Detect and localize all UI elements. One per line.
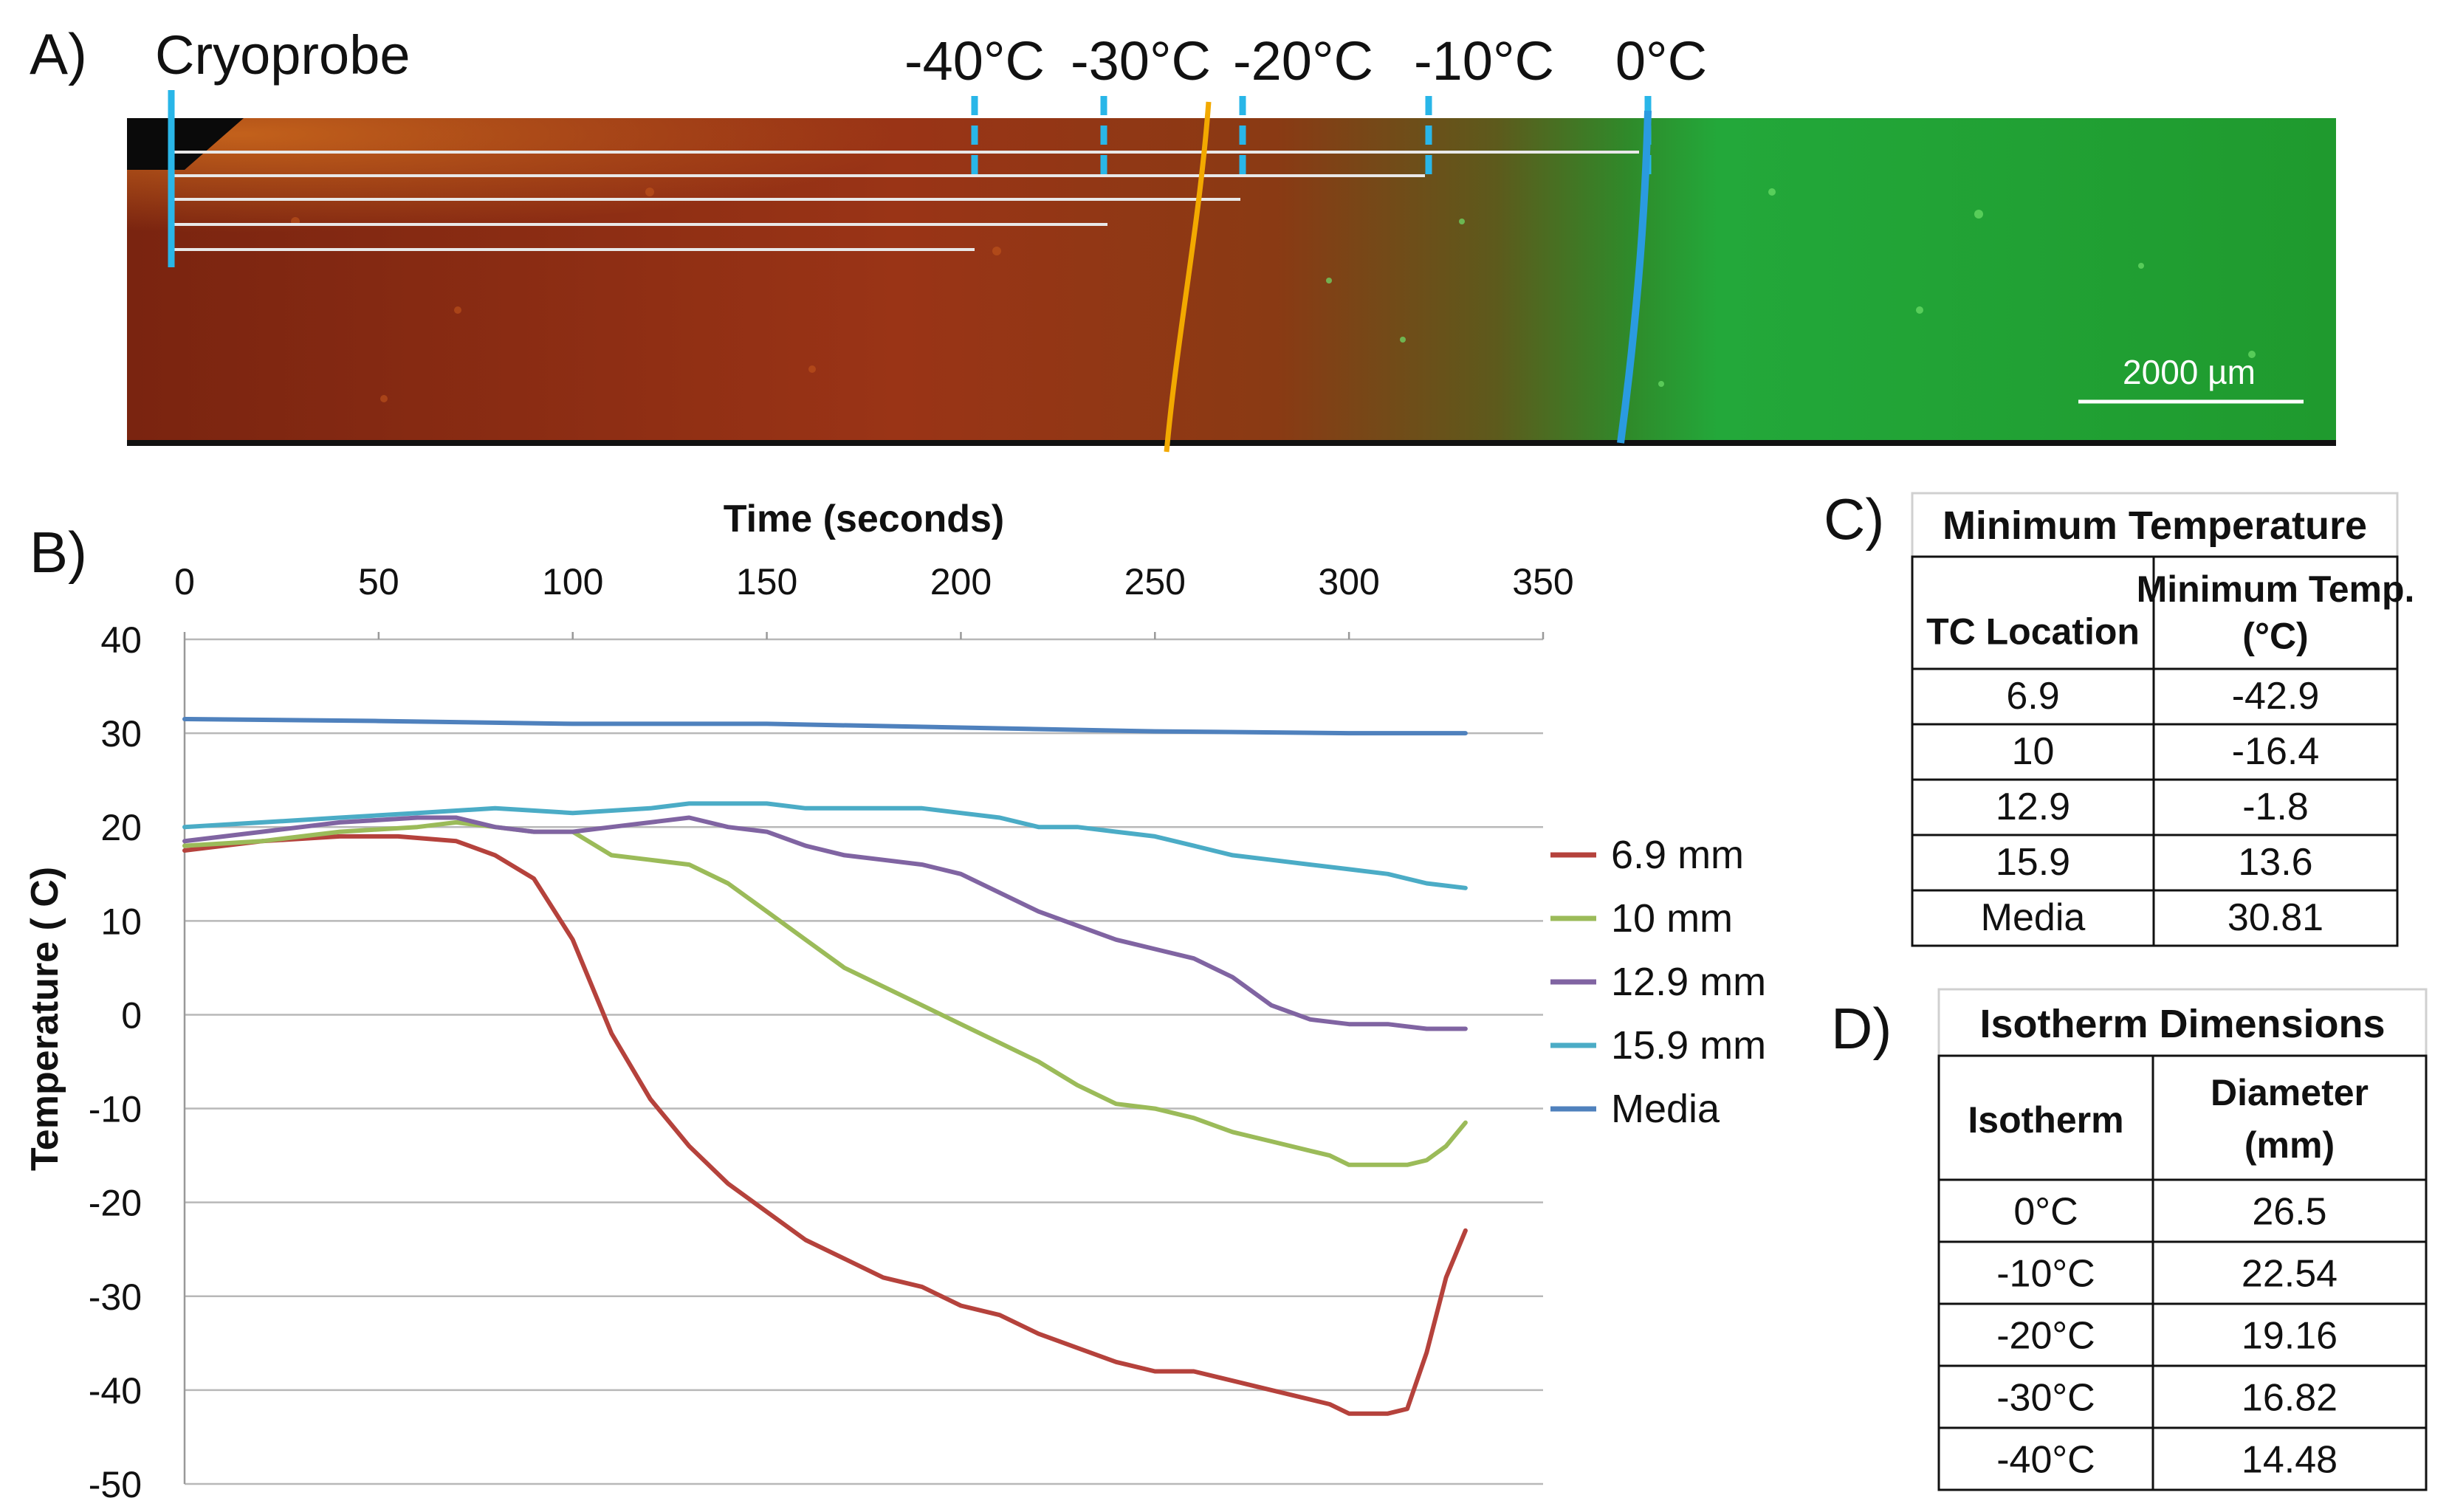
legend: 6.9 mm 10 mm 12.9 mm 15.9 mm Media [1550, 833, 1766, 1131]
series-line [182, 815, 1468, 1031]
table-cell: 12.9 [1996, 786, 2070, 828]
panel-c-label: C) [1824, 487, 1884, 551]
table-cell: 30.81 [2228, 896, 2323, 939]
legend-label: 15.9 mm [1611, 1023, 1766, 1068]
series-line [182, 801, 1468, 890]
table-cell: 14.48 [2242, 1438, 2338, 1481]
y-tick-label: 40 [100, 619, 142, 661]
y-tick-label: -10 [89, 1089, 142, 1130]
panel-a: A) Cryoprobe -40°C -30°C -20°C -10°C 0°C [30, 21, 2336, 453]
isotherm-label-0: 0°C [1615, 30, 1707, 92]
table-cell: 0°C [2013, 1190, 2078, 1233]
table-title: Minimum Temperature [1943, 504, 2367, 548]
y-tick-label: -50 [89, 1464, 142, 1505]
table-header: Minimum Temp. (°C) [2137, 568, 2415, 657]
table-cell: Media [1981, 896, 2086, 939]
panel-a-label: A) [30, 21, 87, 86]
table-header: Diameter (mm) [2211, 1072, 2369, 1166]
isotherm-label-minus30: -30°C [1071, 30, 1211, 92]
x-axis-title: Time (seconds) [724, 498, 1004, 540]
x-tick-label: 350 [1512, 561, 1573, 602]
freeze-front-blue [1617, 110, 1652, 444]
isotherm-table: Isotherm Dimensions Isotherm Diameter (mm) 0… [1937, 988, 2428, 1491]
table-cell: -40°C [1996, 1438, 2095, 1481]
x-tick-label: 300 [1318, 561, 1379, 602]
cryoprobe-label: Cryoprobe [155, 24, 411, 86]
table-cell: -30°C [1996, 1376, 2095, 1419]
isotherm-label-minus10: -10°C [1414, 30, 1554, 92]
legend-label: 10 mm [1611, 896, 1733, 941]
table-header: TC Location [1926, 611, 2140, 653]
table-cell: 22.54 [2242, 1252, 2338, 1295]
x-tick-label: 250 [1124, 561, 1186, 602]
series-line [182, 819, 1468, 1167]
y-tick-label: 10 [100, 901, 142, 942]
panel-b-label: B) [30, 520, 87, 585]
table-title: Isotherm Dimensions [1979, 1002, 2385, 1046]
y-tick-label: 0 [121, 994, 142, 1036]
table-frame [1937, 988, 2428, 1491]
y-axis-title: Temperature ( C) [24, 867, 66, 1171]
legend-label: 12.9 mm [1611, 960, 1766, 1004]
y-tick-label: 20 [100, 807, 142, 848]
series-line [182, 717, 1468, 736]
table-cell: 26.5 [2252, 1190, 2326, 1233]
panel-d-label: D) [1831, 996, 1892, 1061]
table-cell: 6.9 [2006, 675, 2059, 718]
freeze-front-orange [1164, 101, 1212, 453]
table-cell: -20°C [1996, 1314, 2095, 1357]
table-cell: 10 [2012, 730, 2055, 773]
x-tick-label: 200 [930, 561, 992, 602]
table-cell: -42.9 [2232, 675, 2320, 718]
isotherm-label-minus20: -20°C [1233, 30, 1373, 92]
table-cell: 15.9 [1996, 841, 2070, 884]
table-cell: 16.82 [2242, 1376, 2338, 1419]
table-header: Isotherm [1968, 1099, 2123, 1141]
series-line [182, 834, 1468, 1416]
x-tick-label: 100 [542, 561, 603, 602]
panel-c: C) Minimum Temperature TC LocationMinimum… [1824, 487, 2415, 947]
table-cell: -10°C [1996, 1252, 2095, 1295]
y-tick-label: -30 [89, 1276, 142, 1318]
panel-b: B) Time (seconds) Temperature ( C) 40 30 2… [24, 498, 1766, 1505]
legend-label: Media [1611, 1087, 1720, 1131]
table-cell: -1.8 [2242, 786, 2309, 828]
isotherm-label-minus40: -40°C [904, 30, 1045, 92]
y-tick-label: 30 [100, 713, 142, 755]
table-cell: -16.4 [2232, 730, 2320, 773]
table-cell: 13.6 [2238, 841, 2312, 884]
legend-label: 6.9 mm [1611, 833, 1744, 877]
plot-series [182, 717, 1468, 1416]
plot-grid [183, 632, 1545, 1485]
x-tick-label: 0 [174, 561, 195, 602]
scale-bar-label: 2000 µm [2123, 353, 2256, 391]
table-cell: 19.16 [2242, 1314, 2338, 1357]
y-tick-label: -40 [89, 1370, 142, 1412]
micrograph [127, 118, 2336, 446]
table-body-frame [1937, 1054, 2428, 1491]
x-tick-label: 150 [736, 561, 797, 602]
y-tick-label: -20 [89, 1183, 142, 1224]
thermocouple-lines [171, 151, 1639, 251]
scale-bar: 2000 µm [2078, 353, 2304, 404]
x-tick-label: 50 [358, 561, 399, 602]
panel-d: D) Isotherm Dimensions Isotherm Diameter (m… [1831, 988, 2428, 1491]
